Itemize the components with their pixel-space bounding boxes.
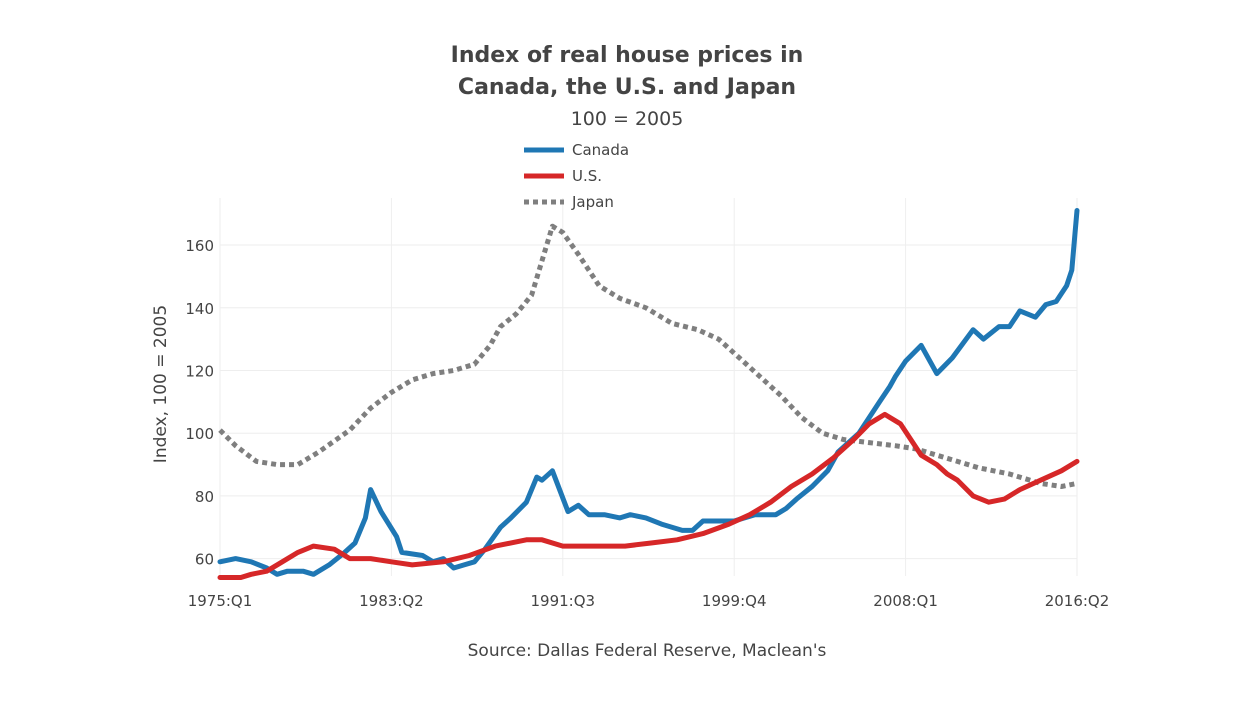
series-line-japan [218,223,1078,489]
x-tick-label: 2016:Q2 [1045,592,1110,610]
legend-label: U.S. [572,167,602,185]
chart-title-line1: Index of real house prices in [451,43,804,68]
y-tick-label: 120 [185,362,214,380]
y-tick-label: 160 [185,237,214,255]
gridlines [219,198,1078,576]
x-tick-label: 1991:Q3 [531,592,596,610]
y-axis-label: Index, 100 = 2005 [151,305,171,463]
y-tick-label: 80 [195,488,214,506]
chart-title-line2: Canada, the U.S. and Japan [458,75,796,100]
x-tick-label: 1983:Q2 [359,592,424,610]
x-tick-label: 1975:Q1 [188,592,253,610]
y-axis-ticks: 60 80 100 120 140 160 [185,237,214,569]
legend: Canada U.S. Japan [524,141,629,211]
y-tick-label: 60 [195,551,214,569]
series-line-us [217,411,1080,580]
chart-subtitle: 100 = 2005 [571,108,684,130]
x-tick-label: 2008:Q1 [873,592,938,610]
legend-label: Japan [571,193,614,211]
y-tick-label: 140 [185,300,214,318]
source-note: Source: Dallas Federal Reserve, Maclean'… [468,641,827,661]
x-tick-label: 1999:Q4 [702,592,767,610]
series-line-canada [217,208,1080,577]
y-tick-label: 100 [185,425,214,443]
x-axis-ticks: 1975:Q1 1983:Q2 1991:Q3 1999:Q4 2008:Q1 2016:… [188,592,1110,610]
series-lines [217,208,1080,580]
legend-label: Canada [572,141,629,159]
